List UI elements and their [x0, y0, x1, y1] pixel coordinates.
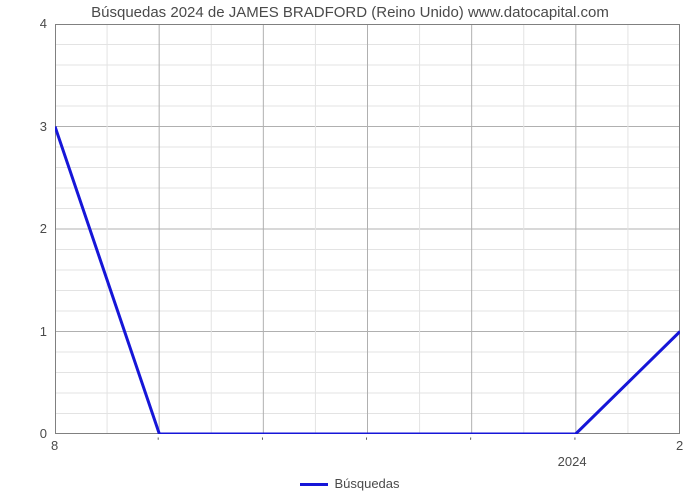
- legend-swatch: [300, 483, 328, 486]
- legend: Búsquedas: [0, 476, 700, 491]
- x-sub-tick: ': [470, 436, 472, 448]
- y-tick-label: 0: [40, 426, 47, 441]
- chart-container: Búsquedas 2024 de JAMES BRADFORD (Reino …: [0, 0, 700, 500]
- x-sub-tick: ': [157, 436, 159, 448]
- x-sub-tick: ': [261, 436, 263, 448]
- legend-label: Búsquedas: [334, 476, 399, 491]
- y-tick-label: 3: [40, 119, 47, 134]
- x-category-label: 2024: [558, 454, 587, 469]
- plot-area: [55, 24, 680, 434]
- x-tick-label: 8: [51, 438, 58, 453]
- x-tick-label: 2: [676, 438, 683, 453]
- x-sub-tick: ': [366, 436, 368, 448]
- y-tick-label: 4: [40, 16, 47, 31]
- y-tick-label: 2: [40, 221, 47, 236]
- chart-title: Búsquedas 2024 de JAMES BRADFORD (Reino …: [0, 4, 700, 21]
- x-sub-tick: ': [574, 436, 576, 448]
- y-tick-label: 1: [40, 324, 47, 339]
